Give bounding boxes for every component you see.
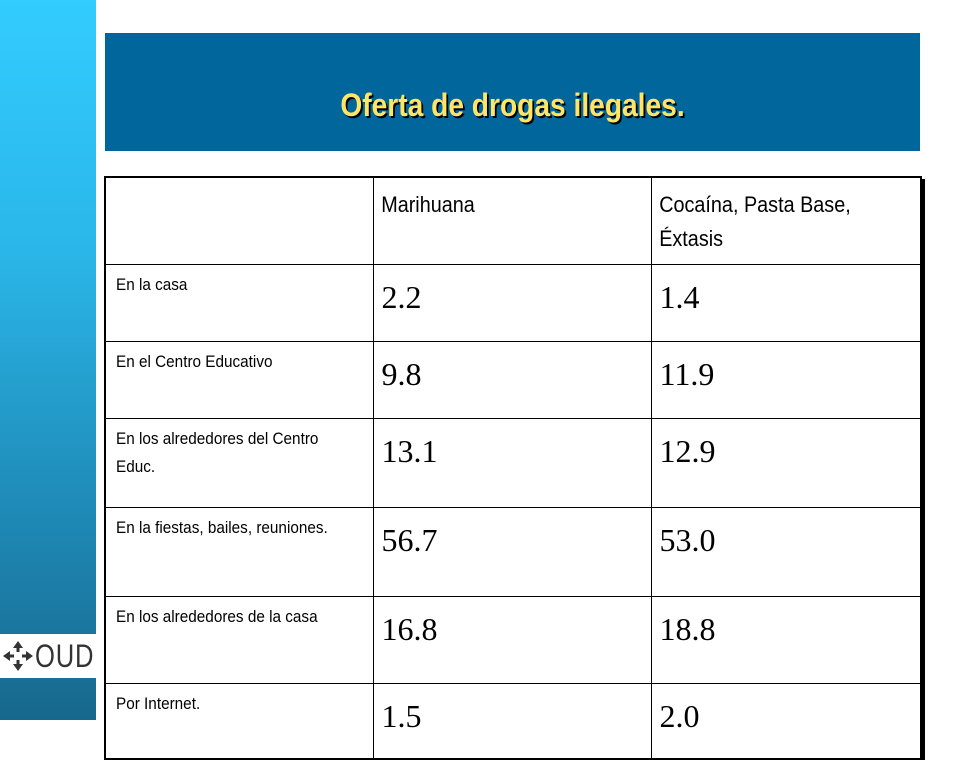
cocaina-value: 2.0 (650, 683, 922, 760)
header-cocaina: Cocaína, Pasta Base, Éxtasis (650, 176, 922, 265)
cocaina-value: 12.9 (650, 418, 922, 508)
cocaina-value: 18.8 (650, 596, 922, 684)
slide-title: Oferta de drogas ilegales. (340, 87, 685, 123)
cocaina-value: 11.9 (650, 341, 922, 419)
cocaina-value: 1.4 (650, 264, 922, 342)
header-empty-cell (104, 176, 374, 265)
marihuana-value: 16.8 (372, 596, 652, 684)
compass-arrows-icon (3, 641, 33, 671)
row-label: En la casa (104, 264, 374, 342)
row-label: En los alrededores de la casa (104, 596, 374, 684)
marihuana-value: 1.5 (372, 683, 652, 760)
table-header-row: Marihuana Cocaína, Pasta Base, Éxtasis (104, 176, 922, 265)
logo-text: OUD (35, 638, 95, 674)
title-banner: Oferta de drogas ilegales. (105, 33, 920, 151)
table-row: En la fiestas, bailes, reuniones. 56.7 5… (104, 507, 922, 597)
drug-offer-table: Marihuana Cocaína, Pasta Base, Éxtasis E… (104, 176, 922, 760)
oud-logo: OUD (0, 634, 98, 678)
row-label: En el Centro Educativo (104, 341, 374, 419)
marihuana-value: 56.7 (372, 507, 652, 597)
table-row: Por Internet. 1.5 2.0 (104, 683, 922, 760)
side-gradient-bar (0, 0, 96, 720)
table-row: En los alrededores del Centro Educ. 13.1… (104, 418, 922, 508)
marihuana-value: 2.2 (372, 264, 652, 342)
marihuana-value: 9.8 (372, 341, 652, 419)
cocaina-value: 53.0 (650, 507, 922, 597)
row-label: En los alrededores del Centro Educ. (104, 418, 374, 508)
table-row: En la casa 2.2 1.4 (104, 264, 922, 342)
header-marihuana: Marihuana (372, 176, 652, 265)
marihuana-value: 13.1 (372, 418, 652, 508)
table-row: En el Centro Educativo 9.8 11.9 (104, 341, 922, 419)
table-row: En los alrededores de la casa 16.8 18.8 (104, 596, 922, 684)
row-label: En la fiestas, bailes, reuniones. (104, 507, 374, 597)
row-label: Por Internet. (104, 683, 374, 760)
